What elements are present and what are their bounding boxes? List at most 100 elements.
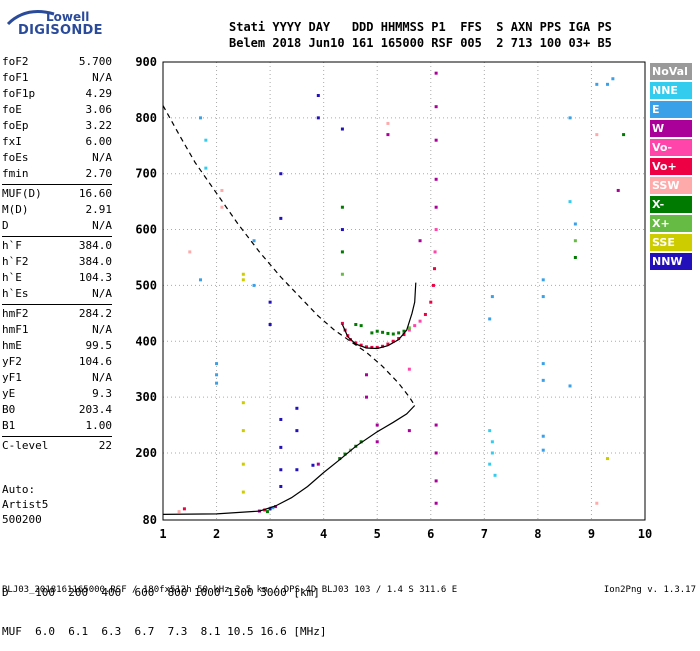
echo-point [490, 440, 494, 444]
echo-point [431, 283, 435, 287]
param-name: yF1 [2, 371, 22, 384]
param-name: foEp [2, 119, 29, 132]
echo-point [370, 345, 374, 349]
param-value: N/A [92, 71, 112, 84]
y-tick-label: 400 [135, 334, 157, 348]
echo-point [488, 462, 492, 466]
echo-point [386, 133, 390, 137]
param-row: yE 9.3 [2, 387, 112, 403]
echo-point [434, 138, 438, 142]
param-row: fxI 6.00 [2, 135, 112, 151]
echo-point [271, 506, 275, 510]
legend-item: Vo+ [650, 158, 692, 175]
echo-point [407, 326, 411, 330]
logo-lowell: Lowell [46, 10, 90, 24]
echo-point [177, 510, 181, 514]
echo-point [616, 188, 620, 192]
echo-point [493, 473, 497, 477]
echo-point [338, 457, 342, 461]
echo-point [622, 133, 626, 137]
param-row: MUF(D) 16.60 [2, 187, 112, 203]
echo-point [359, 440, 363, 444]
echo-point [241, 490, 245, 494]
param-row: yF2 104.6 [2, 355, 112, 371]
param-name: hmE [2, 339, 22, 352]
echo-point [397, 336, 401, 340]
echo-point [381, 344, 385, 348]
echo-point [568, 384, 572, 388]
echo-point [340, 205, 344, 209]
param-row: B1 1.00 [2, 419, 112, 435]
echo-point [252, 239, 256, 243]
echo-point [611, 77, 615, 81]
echo-point [541, 362, 545, 366]
echo-point [268, 323, 272, 327]
param-name: foEs [2, 151, 29, 164]
x-tick-label: 5 [374, 527, 381, 541]
legend-item: W [650, 120, 692, 137]
echo-point [488, 429, 492, 433]
echo-point [568, 116, 572, 120]
y-tick-label: 800 [135, 111, 157, 125]
auto-label: Auto: [2, 483, 36, 496]
param-row: C-level 22 [2, 439, 112, 455]
echo-point [573, 255, 577, 259]
profile-dashed-line [162, 105, 416, 406]
echo-point [433, 250, 437, 254]
echo-point [434, 501, 438, 505]
legend-item: NoVal [650, 63, 692, 80]
muf-value-row: MUF 6.0 6.1 6.3 6.7 7.3 8.1 10.5 16.6 [M… [2, 625, 327, 638]
x-tick-label: 6 [427, 527, 434, 541]
autoscaling-info: Auto: Artist5 500200 [2, 482, 48, 527]
echo-point [241, 462, 245, 466]
echo-point [434, 451, 438, 455]
legend-item: X- [650, 196, 692, 213]
echo-point [252, 283, 256, 287]
param-value: 203.4 [78, 403, 112, 416]
echo-point [365, 395, 369, 399]
echo-point [279, 468, 283, 472]
legend-item: NNE [650, 82, 692, 99]
param-value: 284.2 [78, 307, 112, 320]
param-row: foE 3.06 [2, 103, 112, 119]
param-value: 104.3 [78, 271, 112, 284]
param-value: 99.5 [85, 339, 113, 352]
y-tick-label: 600 [135, 223, 157, 237]
echo-point [490, 295, 494, 299]
x-tick-label: 1 [159, 527, 166, 541]
param-row: h`F 384.0 [2, 239, 112, 255]
echo-point [434, 71, 438, 75]
legend-item: NNW [650, 253, 692, 270]
echo-point [295, 429, 299, 433]
param-name: h`Es [2, 287, 29, 300]
param-row: foEp 3.22 [2, 119, 112, 135]
echo-point [595, 501, 599, 505]
digisonde-logo: Lowell DIGISONDE [4, 4, 154, 46]
echo-point [434, 205, 438, 209]
echo-point [418, 319, 422, 323]
echo-point [340, 250, 344, 254]
y-tick-label: 200 [135, 446, 157, 460]
param-name: hmF2 [2, 307, 29, 320]
echo-point [386, 121, 390, 125]
x-tick-label: 7 [481, 527, 488, 541]
param-value: 1.00 [85, 419, 113, 432]
param-name: foF1 [2, 71, 29, 84]
echo-point [407, 328, 411, 332]
legend: NoVal NNE E W Vo- Vo+ SSW X- X+ SSE NNW [650, 63, 692, 272]
param-value: 3.22 [85, 119, 113, 132]
echo-point [541, 295, 545, 299]
param-name: yF2 [2, 355, 22, 368]
version-label: Ion2Png v. 1.3.17 [603, 585, 696, 595]
auto-artist: Artist5 [2, 498, 49, 511]
echo-point [573, 239, 577, 243]
station-header-labels: Stati YYYY DAY DDD HHMMSS P1 FFS S AXN P… [229, 20, 612, 34]
echo-point [215, 362, 219, 366]
y-tick-label: 80 [143, 513, 157, 527]
param-name: MUF(D) [2, 187, 42, 200]
echo-point [215, 381, 219, 385]
echo-point [606, 82, 610, 86]
x-tick-label: 3 [266, 527, 273, 541]
echo-point [488, 317, 492, 321]
param-value: 22 [98, 439, 112, 452]
